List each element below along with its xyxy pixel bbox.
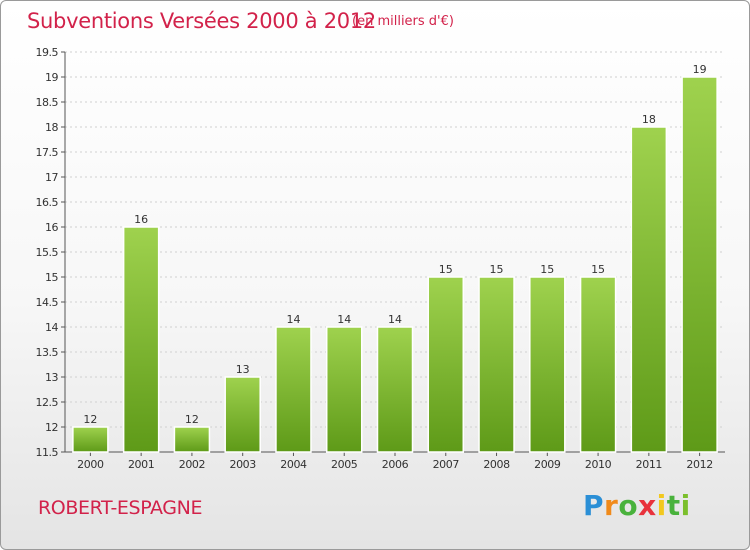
data-label-2004: 14 xyxy=(286,313,300,326)
proxiti-logo: Proxiti xyxy=(583,489,691,522)
bar-2002 xyxy=(173,426,211,453)
y-tick-label: 17.5 xyxy=(36,146,59,159)
y-tick-label: 12 xyxy=(45,421,58,434)
x-tick-label-2010: 2010 xyxy=(585,458,612,471)
x-tick-label-2011: 2011 xyxy=(636,458,662,471)
x-tick-label-2009: 2009 xyxy=(534,458,561,471)
axes: 11.5 12 12.5 13 13.5 14 14.5 15 15.5 16 16.5 17 17.5… xyxy=(36,46,725,471)
y-tick-label: 16 xyxy=(45,221,58,234)
y-tick-label: 18 xyxy=(45,121,58,134)
y-tick-label: 14.5 xyxy=(36,296,59,309)
data-label-2007: 15 xyxy=(439,263,453,276)
data-label-2003: 13 xyxy=(236,363,250,376)
bars xyxy=(72,76,718,453)
bar-2007 xyxy=(427,276,465,453)
y-tick-label: 15.5 xyxy=(36,246,59,259)
bar-2012 xyxy=(681,76,718,453)
data-label-2000: 12 xyxy=(83,413,97,426)
y-tick-label: 16.5 xyxy=(36,196,59,209)
data-label-2002: 12 xyxy=(185,413,199,426)
x-tick-label-2004: 2004 xyxy=(280,458,307,471)
y-tick-label: 18.5 xyxy=(36,96,59,109)
x-tick-label-2008: 2008 xyxy=(483,458,510,471)
bar-2009 xyxy=(529,276,566,453)
data-label-2009: 15 xyxy=(540,263,554,276)
labels: 12 16 12 13 14 14 14 15 15 15 15 18 19 xyxy=(83,63,706,426)
bar-2011 xyxy=(630,126,668,453)
commune-name: ROBERT-ESPAGNE xyxy=(38,497,203,519)
y-tick-label: 15 xyxy=(45,271,58,284)
bar-2000 xyxy=(72,426,109,453)
y-tick-label: 13 xyxy=(45,371,58,384)
chart-title: Subventions Versées 2000 à 2012 xyxy=(27,9,376,33)
bar-2005 xyxy=(325,326,363,453)
data-label-2010: 15 xyxy=(591,263,605,276)
bar-2010 xyxy=(579,276,617,453)
y-tick-label: 13.5 xyxy=(36,346,59,359)
data-label-2012: 19 xyxy=(693,63,707,76)
x-tick-label-2007: 2007 xyxy=(433,458,460,471)
bar-2008 xyxy=(478,276,515,453)
data-label-2008: 15 xyxy=(490,263,504,276)
x-tick-label-2012: 2012 xyxy=(686,458,712,471)
x-tick-label-2001: 2001 xyxy=(128,458,154,471)
y-tick-label: 11.5 xyxy=(36,446,59,459)
x-tick-label-2006: 2006 xyxy=(382,458,409,471)
x-tick-label-2000: 2000 xyxy=(77,458,104,471)
unit-note: (en milliers d'€) xyxy=(352,14,454,29)
bar-2004 xyxy=(275,326,312,453)
x-tick-label-2005: 2005 xyxy=(331,458,358,471)
y-tick-label: 17 xyxy=(45,171,58,184)
bar-2003 xyxy=(224,376,261,453)
data-label-2006: 14 xyxy=(388,313,402,326)
bar-2006 xyxy=(376,326,414,453)
data-label-2005: 14 xyxy=(337,313,351,326)
bar-2001 xyxy=(122,226,160,453)
x-tick-label-2002: 2002 xyxy=(179,458,205,471)
data-label-2001: 16 xyxy=(134,213,148,226)
y-tick-label: 12.5 xyxy=(36,396,59,409)
y-tick-label: 19.5 xyxy=(36,46,59,59)
x-tick-label-2003: 2003 xyxy=(229,458,256,471)
y-tick-label: 14 xyxy=(45,321,58,334)
y-tick-label: 19 xyxy=(45,71,58,84)
data-label-2011: 18 xyxy=(642,113,656,126)
